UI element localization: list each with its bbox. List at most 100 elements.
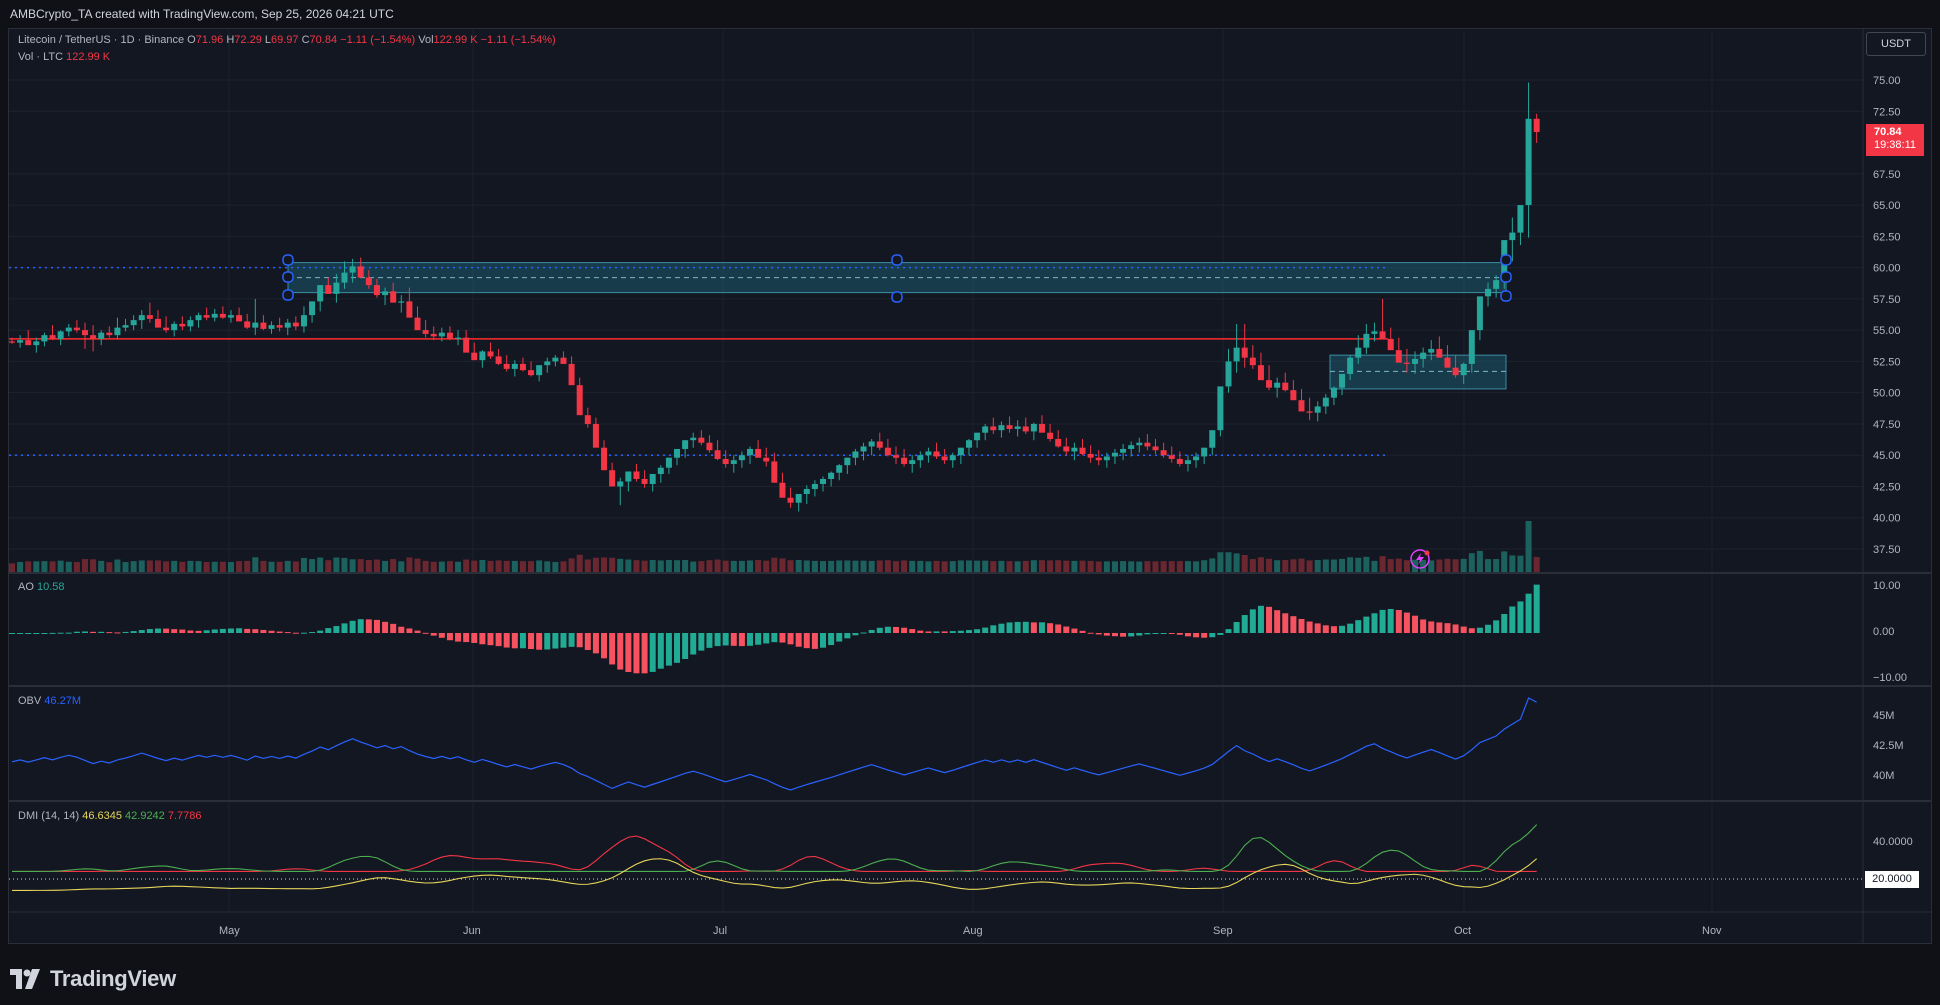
volume-bar xyxy=(1306,560,1313,572)
ao-bar xyxy=(382,621,389,633)
ao-tick: −10.00 xyxy=(1873,672,1907,684)
volume-bar xyxy=(852,560,859,572)
volume-bar xyxy=(414,558,421,572)
volume-bar xyxy=(779,558,786,572)
volume-bar xyxy=(479,559,486,572)
ao-bar xyxy=(227,628,234,633)
drawing-handle xyxy=(891,254,903,266)
attribution-text: AMBCrypto_TA created with TradingView.co… xyxy=(10,7,394,21)
candle-body xyxy=(65,327,72,332)
volume-bar xyxy=(163,561,170,572)
candle-body xyxy=(1322,397,1329,407)
ao-bar xyxy=(674,633,681,663)
ao-bar xyxy=(1460,626,1467,633)
ao-bar xyxy=(584,633,591,650)
candle-body xyxy=(698,437,705,443)
volume-bar xyxy=(836,560,843,572)
volume-bar xyxy=(811,560,818,572)
time-tick: Jul xyxy=(713,925,727,937)
lightning-alert-icon xyxy=(1410,549,1430,569)
volume-bar xyxy=(1533,557,1540,572)
candle-body xyxy=(503,363,510,369)
symbol-title[interactable]: Litecoin / TetherUS · 1D · Binance xyxy=(18,34,185,46)
tradingview-logo[interactable]: TradingView xyxy=(10,966,176,992)
symbol-legend[interactable]: Litecoin / TetherUS · 1D · Binance O71.9… xyxy=(18,34,556,46)
ao-bar xyxy=(592,633,599,654)
ao-bar xyxy=(1241,615,1248,633)
ao-bar xyxy=(203,630,210,633)
candle-body xyxy=(1355,347,1362,358)
candle-body xyxy=(682,440,689,449)
volume-bar xyxy=(1395,558,1402,572)
open-label: O xyxy=(187,34,196,46)
volume-bar xyxy=(455,561,462,572)
candle-body xyxy=(1420,352,1427,359)
volume-bar xyxy=(649,559,656,572)
candle-body xyxy=(722,458,729,464)
ao-bar xyxy=(1493,620,1500,633)
ao-bar xyxy=(341,623,348,633)
volume-bar xyxy=(1006,561,1013,572)
ao-bar xyxy=(471,633,478,643)
time-tick: Aug xyxy=(963,925,983,937)
drawing-handle xyxy=(1500,290,1512,302)
ao-bar xyxy=(1420,619,1427,633)
candle-body xyxy=(227,315,234,318)
candle-body xyxy=(730,460,737,464)
ao-bar xyxy=(1168,633,1175,634)
vol-label: Vol xyxy=(418,34,434,46)
price-tick: 45.00 xyxy=(1873,450,1901,462)
ao-bar xyxy=(57,632,64,634)
volume-bar xyxy=(1282,559,1289,572)
ao-bar xyxy=(406,628,413,633)
candle-body xyxy=(1517,205,1524,233)
candle-body xyxy=(122,325,129,328)
volume-bar xyxy=(1103,561,1110,572)
volume-bar xyxy=(1225,552,1232,572)
volume-bar xyxy=(446,561,453,572)
candle-body xyxy=(714,450,721,459)
ao-bar xyxy=(187,630,194,633)
drawing-handle xyxy=(282,289,294,301)
ao-bar xyxy=(106,632,113,634)
candle-body xyxy=(1055,438,1062,447)
ao-bar xyxy=(487,633,494,646)
volume-bar xyxy=(722,560,729,572)
ao-bar xyxy=(398,626,405,633)
volume-bar xyxy=(763,560,770,572)
obv-tick: 45M xyxy=(1873,710,1894,722)
ao-bar xyxy=(982,627,989,633)
ao-bar xyxy=(163,628,170,633)
ao-bar xyxy=(820,633,826,648)
drawing-handle xyxy=(1500,254,1512,266)
volume-bar xyxy=(1079,560,1086,572)
volume-bar xyxy=(382,560,389,572)
ao-legend[interactable]: AO 10.58 xyxy=(18,581,65,593)
candle-body xyxy=(949,455,956,461)
candle-body xyxy=(398,301,405,303)
candle-body xyxy=(1217,386,1224,431)
volume-bar xyxy=(333,557,340,572)
candle-body xyxy=(868,441,875,447)
ao-bar xyxy=(1387,608,1394,633)
ao-bar xyxy=(941,631,948,633)
dmi-legend[interactable]: DMI (14, 14) 46.6345 42.9242 7.7786 xyxy=(18,810,202,822)
open-value: 71.96 xyxy=(195,34,224,46)
drawing-handle xyxy=(282,254,294,266)
volume-bar xyxy=(998,560,1005,572)
volume-bar xyxy=(828,560,835,572)
volume-bar xyxy=(1339,558,1346,572)
volume-bar xyxy=(430,561,437,572)
price-tick: 67.50 xyxy=(1873,169,1901,181)
candle-body xyxy=(738,455,745,461)
candle-body xyxy=(860,446,867,452)
volume-legend[interactable]: Vol · LTC 122.99 K xyxy=(18,51,110,63)
candle-body xyxy=(844,457,851,466)
obv-legend[interactable]: OBV 46.27M xyxy=(18,695,81,707)
volume-bar xyxy=(487,560,494,572)
obv-tick: 40M xyxy=(1873,770,1894,782)
ao-bar xyxy=(868,629,875,633)
candle-body xyxy=(73,327,80,331)
currency-button[interactable]: USDT xyxy=(1866,32,1926,56)
